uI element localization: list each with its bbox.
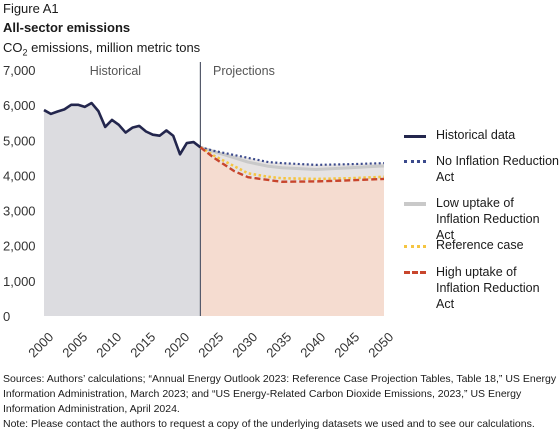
legend-label-low-uptake: Low uptake of Inflation Reduction Act	[436, 196, 540, 242]
chart-title: All-sector emissions	[3, 20, 131, 35]
note-text: Note: Please contact the authors to requ…	[3, 418, 535, 430]
x-tick-label-2000: 2000	[25, 329, 56, 360]
chart-subtitle: CO2 emissions, million metric tons	[3, 40, 200, 58]
y-tick-label-2000: 2,000	[3, 239, 36, 254]
legend-label-historical: Historical data	[436, 128, 516, 142]
y-tick-label-4000: 4,000	[3, 168, 36, 183]
legend-swatch-no-ira	[404, 160, 426, 163]
projection-range-band	[200, 147, 384, 182]
legend-label-high-uptake: High uptake of Inflation Reduction Act	[436, 265, 540, 311]
y-tick-label-6000: 6,000	[3, 98, 36, 113]
y-tick-label-7000: 7,000	[3, 63, 36, 78]
sources-text: Sources: Authors’ calculations; “Annual …	[3, 373, 557, 415]
series-line-low-uptake	[199, 145, 385, 171]
subtitle-suffix: emissions, million metric tons	[27, 40, 201, 55]
x-tick-label-2040: 2040	[297, 329, 328, 360]
y-tick-label-3000: 3,000	[3, 204, 36, 219]
figure-label: Figure A1	[3, 1, 59, 16]
subtitle-prefix: CO	[3, 40, 23, 55]
legend-swatch-low-uptake	[404, 202, 426, 206]
legend-label-no-ira: No Inflation Reduction Act	[436, 154, 559, 184]
x-tick-label-2050: 2050	[365, 329, 396, 360]
legend-swatch-historical	[404, 135, 426, 138]
series-line-historical	[43, 101, 202, 156]
legend-swatch-high-uptake	[404, 271, 426, 274]
x-tick-label-2025: 2025	[195, 329, 226, 360]
region-label-historical: Historical	[90, 64, 141, 78]
emissions-chart: 0 1,000 2,000 3,000 4,000 5,000 6,000 7,000 2000…	[3, 62, 396, 360]
legend-label-reference: Reference case	[436, 238, 524, 252]
historical-area	[44, 103, 201, 316]
x-tick-label-2030: 2030	[229, 329, 260, 360]
series-line-reference	[199, 146, 385, 181]
x-tick-label-2035: 2035	[263, 329, 294, 360]
x-tick-label-2010: 2010	[93, 329, 124, 360]
y-tick-label-1000: 1,000	[3, 274, 36, 289]
x-tick-label-2015: 2015	[127, 329, 158, 360]
y-tick-label-5000: 5,000	[3, 133, 36, 148]
y-tick-label-0: 0	[3, 309, 10, 324]
projection-area	[200, 147, 384, 316]
series-line-no-ira	[200, 146, 385, 166]
series-line-high-uptake	[199, 146, 385, 183]
x-tick-label-2045: 2045	[331, 329, 362, 360]
x-tick-label-2020: 2020	[161, 329, 192, 360]
subtitle-subscript: 2	[22, 47, 28, 58]
x-tick-label-2005: 2005	[59, 329, 90, 360]
legend-swatch-reference	[404, 245, 426, 248]
region-label-projections: Projections	[213, 64, 275, 78]
